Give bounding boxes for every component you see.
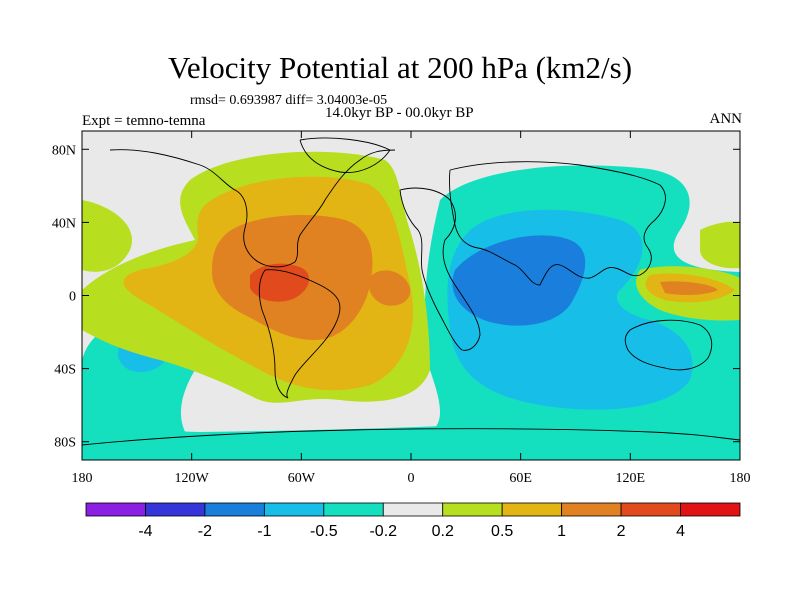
- lon-tick-label: 120E: [616, 471, 646, 486]
- lon-tick-label: 0: [408, 471, 415, 486]
- lat-tick-label: 80S: [54, 436, 76, 451]
- contour-band-green-east: [700, 221, 740, 269]
- colorbar-swatch: [382, 502, 444, 517]
- lon-tick-label: 180: [72, 471, 93, 486]
- contour-band-redorange-core: [250, 263, 310, 302]
- colorbar-swatch: [620, 502, 681, 517]
- colorbar-label: 2: [617, 523, 626, 540]
- colorbar-label: 0.5: [491, 523, 513, 540]
- map-title: Velocity Potential at 200 hPa (km2/s): [167, 50, 633, 85]
- colorbar-label: -2: [198, 523, 212, 540]
- lon-tick-label: 120W: [175, 471, 210, 486]
- lon-tick-label: 60E: [509, 471, 532, 486]
- colorbar-swatch: [204, 502, 265, 517]
- colorbar-swatch: [145, 502, 206, 517]
- experiment-label: Expt = temno-temna: [82, 113, 206, 129]
- lon-tick-label: 180: [730, 471, 751, 486]
- coastline-europe-africa: [399, 187, 481, 351]
- coastline-south-america: [258, 269, 341, 399]
- contour-band-orange-pacific: [660, 281, 718, 295]
- contour-band-blue-core: [452, 235, 586, 326]
- colorbar-label: 0.2: [432, 523, 454, 540]
- lat-tick-label: 0: [69, 290, 76, 305]
- colorbar: -4 -2 -1 -0.5 -0.2 0.2 0.5 1 2 4: [85, 502, 741, 540]
- colorbar-label: -1: [257, 523, 271, 540]
- coastline-antarctica: [82, 428, 740, 446]
- lat-tick-label: 40N: [52, 216, 76, 231]
- lon-tick-label: 60W: [288, 471, 316, 486]
- colorbar-label: 1: [557, 523, 566, 540]
- colorbar-label: -0.2: [369, 523, 397, 540]
- colorbar-label: -4: [138, 523, 152, 540]
- lat-tick-label: 40S: [54, 363, 76, 378]
- season-label: ANN: [709, 111, 743, 127]
- contour-band-orange-atlantic: [368, 270, 411, 306]
- colorbar-swatch: [501, 502, 563, 517]
- coastline-greenland: [299, 137, 391, 173]
- rmsd-diff-subtitle: rmsd= 0.693987 diff= 3.04003e-05: [190, 93, 388, 108]
- coastline-north-america: [109, 149, 396, 268]
- longitude-axis: 180 120W 60W 0 60E 120E 180: [72, 131, 751, 486]
- colorbar-swatch: [263, 502, 325, 517]
- colorbar-swatch: [85, 502, 146, 517]
- latitude-axis: 80N 40N 0 40S 80S: [52, 143, 740, 451]
- colorbar-swatch: [323, 502, 384, 517]
- colorbar-label: -0.5: [310, 523, 338, 540]
- filled-contours: [82, 131, 740, 460]
- coastline-australia: [624, 319, 713, 371]
- coastline-asia: [449, 161, 666, 286]
- contour-band-cyan-polar: [82, 400, 740, 460]
- colorbar-swatch: [561, 502, 622, 517]
- colorbar-label: 4: [676, 523, 685, 540]
- lat-tick-label: 80N: [52, 143, 76, 158]
- period-subtitle: 14.0kyr BP - 00.0kyr BP: [325, 105, 474, 121]
- colorbar-swatch: [680, 502, 741, 517]
- contour-band-green-west: [82, 200, 132, 272]
- colorbar-swatch: [442, 502, 503, 517]
- coastlines: [82, 137, 740, 446]
